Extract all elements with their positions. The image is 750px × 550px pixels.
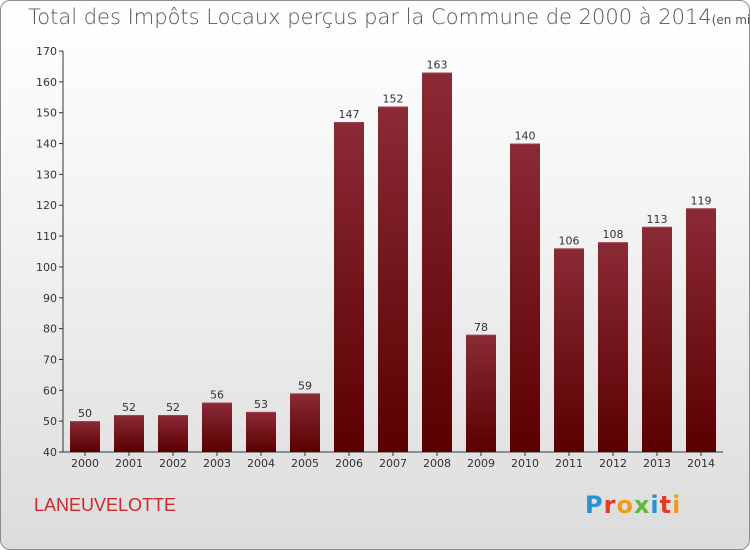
logo-letter: o [616,491,634,519]
chart-unit: (en milliers d'€) [711,13,750,27]
x-tick-label: 2001 [115,457,143,470]
y-tick-label: 70 [43,353,57,366]
bar [114,414,144,452]
bar [70,421,100,452]
y-tick-label: 140 [36,138,57,151]
y-tick-label: 80 [43,323,57,336]
bar-value-label: 163 [427,59,448,72]
proxiti-logo: Proxiti [585,491,681,519]
bar [290,393,320,452]
bar-value-label: 119 [691,194,712,207]
bar-value-label: 52 [166,401,180,414]
logo-letter: i [650,491,660,519]
bar [334,121,364,452]
bar-value-label: 53 [254,398,268,411]
bar [246,411,276,452]
x-tick-label: 2006 [335,457,363,470]
bar-value-label: 78 [474,321,488,334]
bar-value-label: 56 [210,389,224,402]
y-tick-label: 160 [36,76,57,89]
bar-value-label: 113 [647,213,668,226]
logo-letter: t [659,491,673,519]
bar [510,143,540,453]
bar [202,402,232,452]
x-tick-label: 2003 [203,457,231,470]
bar-value-label: 50 [78,407,92,420]
bar [378,106,408,453]
chart-title: Total des Impôts Locaux perçus par la Co… [28,5,750,29]
bar [598,242,628,452]
x-tick-label: 2004 [247,457,275,470]
bar-value-label: 106 [559,234,580,247]
y-tick-label: 110 [36,230,57,243]
y-tick-label: 60 [43,384,57,397]
bar [642,226,672,452]
bar-value-label: 152 [383,93,404,106]
x-tick-label: 2010 [511,457,539,470]
y-tick-label: 120 [36,199,57,212]
x-tick-label: 2002 [159,457,187,470]
bar-value-label: 147 [339,108,360,121]
bar-value-label: 59 [298,379,312,392]
x-tick-label: 2009 [467,457,495,470]
y-tick-label: 130 [36,168,57,181]
bar [158,414,188,452]
y-tick-label: 40 [43,446,57,459]
bar [686,208,716,452]
x-tick-label: 2007 [379,457,407,470]
x-tick-label: 2014 [687,457,715,470]
chart-title-text: Total des Impôts Locaux perçus par la Co… [28,5,712,29]
y-tick-label: 50 [43,415,57,428]
x-tick-label: 2008 [423,457,451,470]
logo-letter: i [672,491,682,519]
x-tick-label: 2005 [291,457,319,470]
logo-letter: P [585,491,604,519]
y-tick-label: 90 [43,292,57,305]
logo-letter: r [603,491,617,519]
y-tick-label: 170 [36,45,57,58]
bar-value-label: 108 [603,228,624,241]
bar-value-label: 140 [515,130,536,143]
bar [422,72,452,452]
x-tick-label: 2012 [599,457,627,470]
logo-letter: x [633,491,651,519]
y-tick-label: 100 [36,261,57,274]
commune-name: LANEUVELOTTE [34,495,177,515]
bar-value-label: 52 [122,401,136,414]
x-tick-label: 2013 [643,457,671,470]
bar [466,334,496,452]
y-tick-label: 150 [36,107,57,120]
x-tick-label: 2011 [555,457,583,470]
bar [554,248,584,452]
x-tick-label: 2000 [71,457,99,470]
